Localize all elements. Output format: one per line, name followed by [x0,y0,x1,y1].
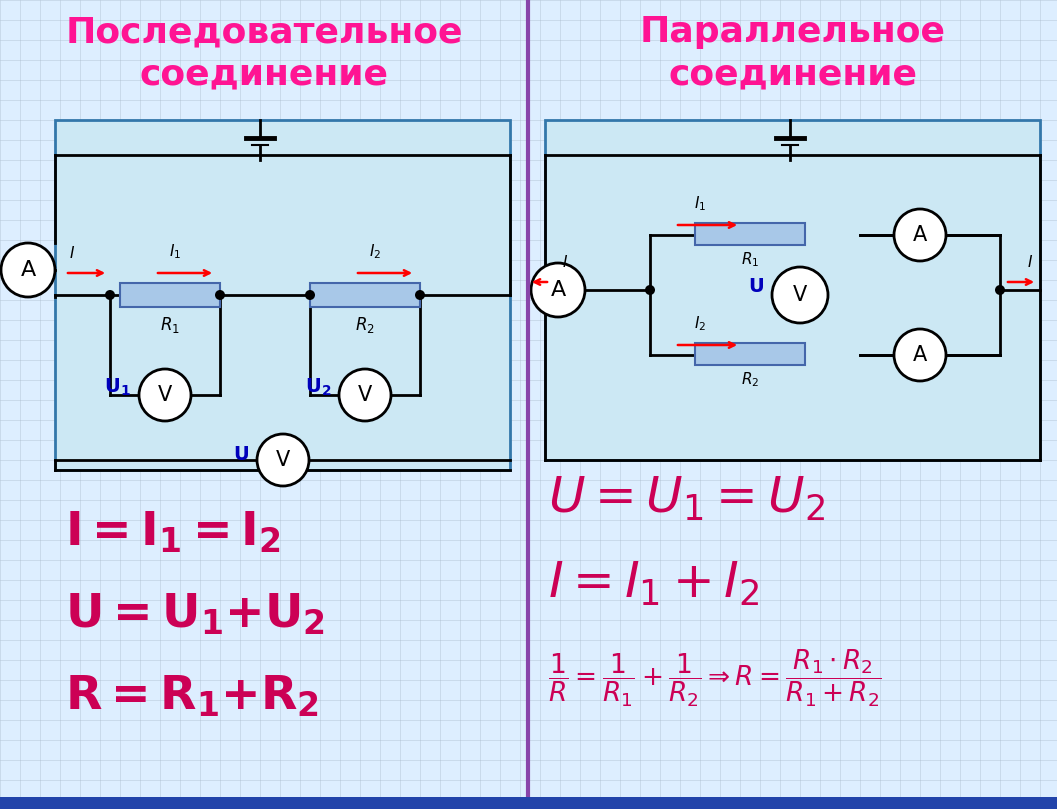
Text: V: V [276,450,290,470]
Text: A: A [20,260,36,280]
Bar [120,283,220,307]
Text: V: V [157,385,172,405]
Text: $\bf{I{=}I_1{=}I_2}$: $\bf{I{=}I_1{=}I_2}$ [64,510,281,556]
Circle shape [305,290,315,300]
Circle shape [531,263,585,317]
Circle shape [339,369,391,421]
Circle shape [257,434,309,486]
Text: $\mathit{I = I_1 + I_2}$: $\mathit{I = I_1 + I_2}$ [548,560,760,608]
Circle shape [1,243,55,297]
Circle shape [894,209,946,261]
Circle shape [894,329,946,381]
Text: Последовательное
соединение: Последовательное соединение [66,15,463,91]
Text: $R_2$: $R_2$ [355,315,375,335]
Text: $\mathbf{U_1}$: $\mathbf{U_1}$ [105,376,131,398]
Text: $I$: $I$ [69,245,75,261]
Text: $\mathbf{U_2}$: $\mathbf{U_2}$ [304,376,331,398]
Text: $\mathbf{U}$: $\mathbf{U}$ [233,444,249,464]
Circle shape [995,285,1005,295]
Circle shape [105,290,115,300]
Text: $R_1$: $R_1$ [741,250,759,269]
Bar [545,120,1040,460]
Text: V: V [358,385,372,405]
Bar [696,223,805,245]
Text: $\dfrac{1}{R} = \dfrac{1}{R_1} + \dfrac{1}{R_2} \Rightarrow R = \dfrac{R_1 \cdot: $\dfrac{1}{R} = \dfrac{1}{R_1} + \dfrac{… [548,648,882,709]
Text: $I_2$: $I_2$ [693,315,706,333]
Text: A: A [913,345,927,365]
Text: $I$: $I$ [562,254,568,270]
Bar [310,283,420,307]
Text: $I_2$: $I_2$ [369,243,382,261]
Text: $I_1$: $I_1$ [693,194,706,213]
Circle shape [215,290,225,300]
Bar [696,343,805,365]
Text: Параллельное
соединение: Параллельное соединение [639,15,946,91]
Text: $I$: $I$ [1027,254,1033,270]
Text: $I_1$: $I_1$ [169,243,181,261]
Circle shape [772,267,828,323]
Text: $\bf{U{=}U_1{+}U_2}$: $\bf{U{=}U_1{+}U_2}$ [64,592,324,637]
Text: $\bf{R{=}R_1{+}R_2}$: $\bf{R{=}R_1{+}R_2}$ [64,674,319,719]
Text: V: V [793,285,808,305]
Text: A: A [551,280,565,300]
Text: $R_1$: $R_1$ [160,315,180,335]
Text: $\mathit{U = U_1 = U_2}$: $\mathit{U = U_1 = U_2}$ [548,475,826,523]
Bar [55,120,509,470]
Text: $R_2$: $R_2$ [741,370,759,388]
Bar [0,797,1057,809]
Circle shape [415,290,425,300]
Circle shape [140,369,191,421]
Text: A: A [913,225,927,245]
Circle shape [645,285,655,295]
Text: $\mathbf{U}$: $\mathbf{U}$ [748,277,764,297]
